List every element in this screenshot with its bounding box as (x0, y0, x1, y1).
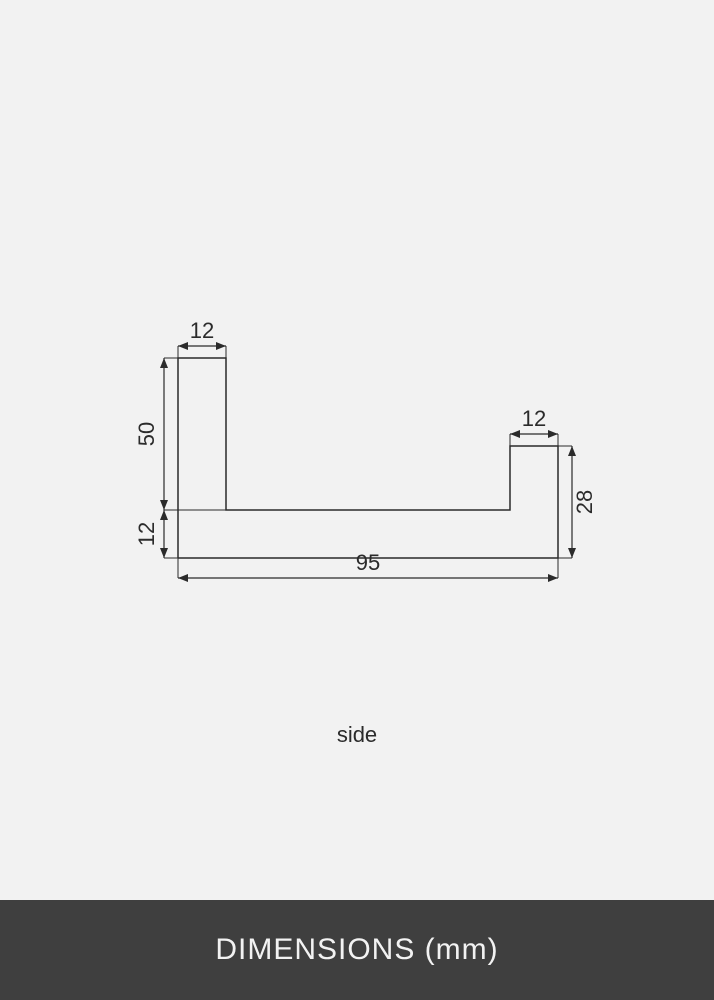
dim-top-right-12: 12 (522, 406, 546, 431)
dim-right-28: 28 (572, 490, 597, 514)
dim-top-left-12: 12 (190, 318, 214, 343)
view-label: side (0, 722, 714, 748)
footer-title: DIMENSIONS (mm) (215, 933, 498, 967)
dim-left-50: 50 (134, 422, 159, 446)
footer-bar: DIMENSIONS (mm) (0, 900, 714, 1000)
dim-bottom-95: 95 (356, 550, 380, 575)
drawing-canvas: 12 12 95 50 12 28 side (0, 0, 714, 900)
technical-drawing-svg: 12 12 95 50 12 28 (0, 0, 714, 900)
dim-left-12: 12 (134, 522, 159, 546)
